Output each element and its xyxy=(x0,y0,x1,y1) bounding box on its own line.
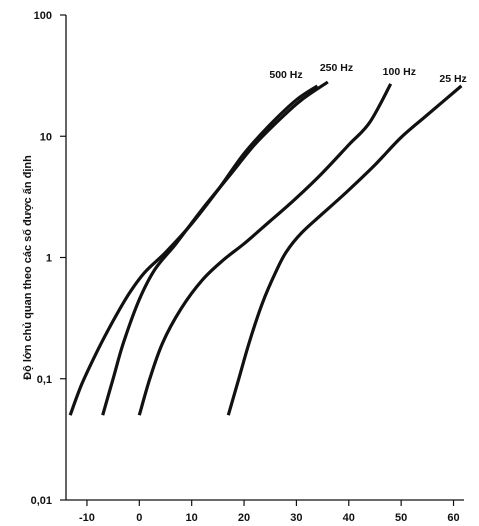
series-label: 500 Hz xyxy=(269,69,302,81)
x-ticks: -10 0 10 20 30 40 50 60 xyxy=(79,500,460,524)
y-axis-title: Độ lớn chủ quan theo các số được ấn định xyxy=(22,155,34,380)
x-tick-label: 20 xyxy=(238,512,250,524)
series-group xyxy=(68,80,463,416)
series-label: 25 Hz xyxy=(439,73,466,85)
x-tick-label: 0 xyxy=(136,512,142,524)
y-tick-label: 10 xyxy=(40,131,52,143)
y-ticks: 0,01 0,1 1 10 100 xyxy=(31,10,66,507)
axes xyxy=(65,15,464,501)
x-tick-label: 10 xyxy=(186,512,198,524)
series-label: 250 Hz xyxy=(320,62,353,74)
y-tick-label: 0,1 xyxy=(37,374,52,386)
x-tick-label: 40 xyxy=(343,512,355,524)
series-label: 100 Hz xyxy=(383,66,416,78)
series-line xyxy=(137,83,393,416)
series-labels: 500 Hz 250 Hz 100 Hz 25 Hz xyxy=(269,62,466,85)
x-tick-label: -10 xyxy=(79,512,95,524)
y-tick-label: 100 xyxy=(34,10,52,22)
x-tick-label: 50 xyxy=(395,512,407,524)
y-tick-label: 1 xyxy=(46,253,52,265)
series-line xyxy=(101,80,329,416)
x-tick-label: 30 xyxy=(290,512,302,524)
series-line xyxy=(68,84,319,416)
series-line xyxy=(226,84,463,416)
x-tick-label: 60 xyxy=(447,512,459,524)
y-tick-label: 0,01 xyxy=(31,495,52,507)
